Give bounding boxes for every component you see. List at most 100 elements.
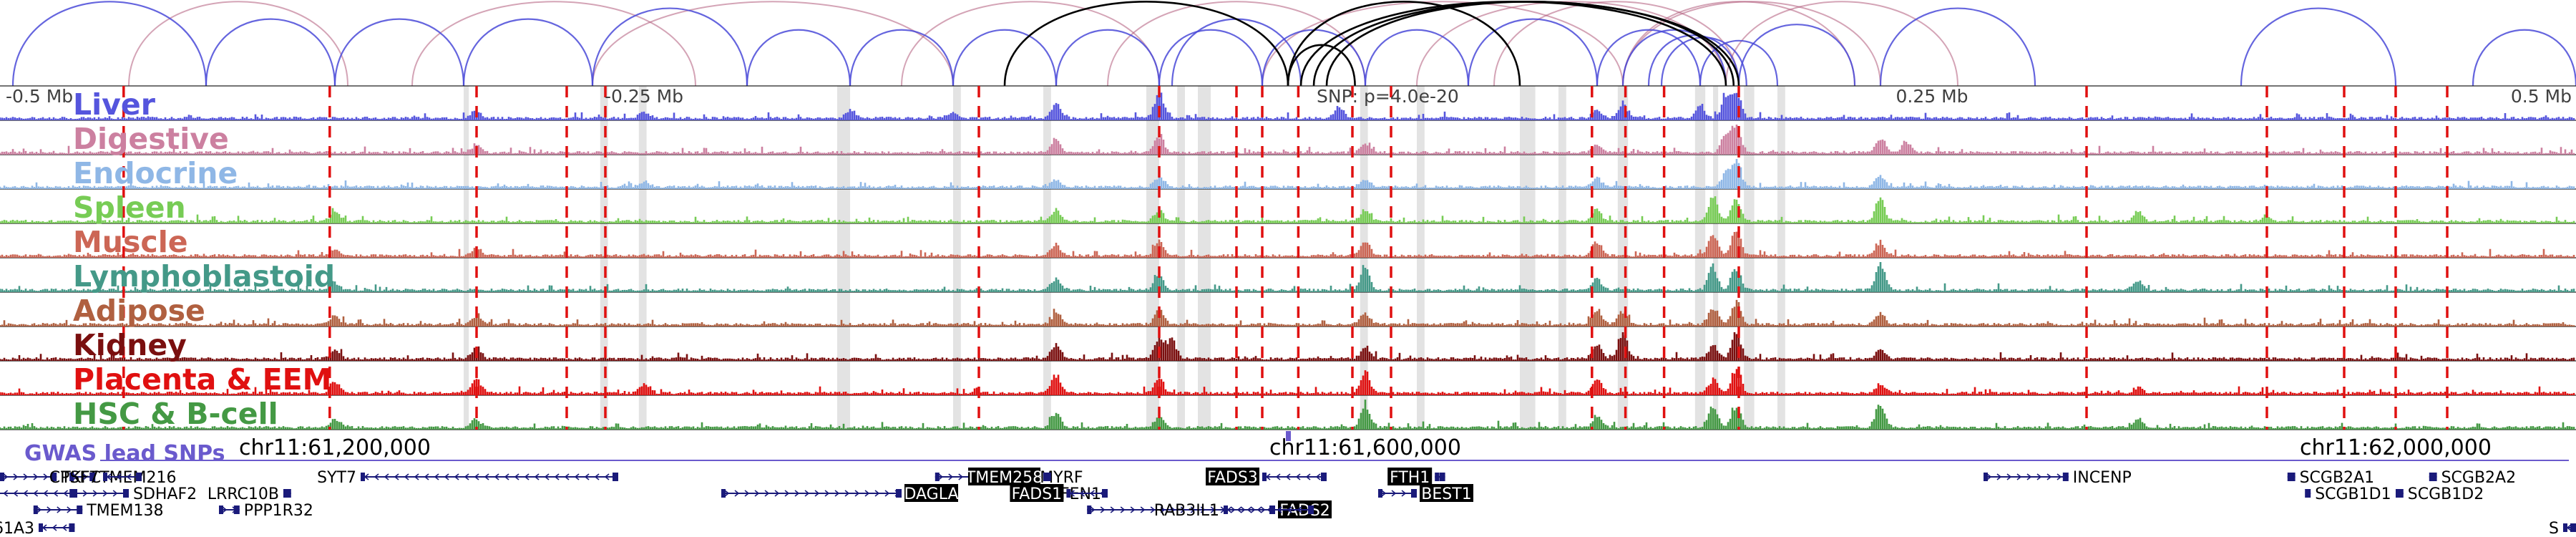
- gene-scgb2a1: SCGB2A1: [2287, 469, 2374, 487]
- loop-pink-6: [1416, 1, 1727, 87]
- gene-strand-mark: [554, 473, 560, 480]
- dashed-marker-lines: [122, 86, 2449, 430]
- track-signal-8: [0, 368, 2575, 395]
- track-signal-path-0: [0, 92, 2575, 120]
- gene-strand-mark: [884, 490, 890, 497]
- gene-strand-mark: [958, 473, 964, 480]
- gene-strand-mark: [564, 473, 570, 480]
- gene-label: RAB3IL1: [1154, 502, 1219, 520]
- gene-strand-mark: [3, 473, 9, 480]
- loop-blue-16: [1737, 24, 1856, 87]
- gene-strand-mark: [1100, 506, 1106, 513]
- track-signal-3: [0, 196, 2575, 223]
- gene-strand-mark: [948, 473, 954, 480]
- gene-strand-mark: [384, 473, 389, 480]
- gene-exon: [1435, 473, 1440, 481]
- gene-strand-mark: [1150, 506, 1156, 513]
- snp-pvalue-label: SNP: p=4.0e-20: [1317, 86, 1459, 107]
- gene-strand-mark: [1090, 490, 1095, 497]
- gene-strand-mark: [2046, 473, 2052, 480]
- gene-ddb1: DDB1: [0, 489, 77, 498]
- gene-exon: [1087, 505, 1092, 514]
- loop-blue-9: [1158, 29, 1264, 87]
- gene-incenp: INCENP: [1984, 469, 2132, 487]
- gene-strand-mark: [774, 490, 780, 497]
- gene-label-bg: [1387, 468, 1433, 485]
- gene-strand-mark: [804, 490, 810, 497]
- gene-lrrc10b: LRRC10B: [208, 485, 291, 503]
- loop-black-0: [1003, 1, 1289, 87]
- gene-strand-mark: [484, 473, 489, 480]
- gene-exon: [1411, 489, 1417, 498]
- gene-strand-mark: [434, 473, 439, 480]
- gene-strand-mark: [2057, 473, 2062, 480]
- gene-strand-mark: [814, 490, 820, 497]
- gene-strand-mark: [1257, 506, 1262, 513]
- relative-tick-label-3: 0.5 Mb: [2511, 86, 2572, 107]
- gene-strand-mark: [23, 473, 29, 480]
- gene-label: DAGLA: [904, 485, 958, 503]
- loop-blue-3: [462, 18, 594, 87]
- track-label-5: Lymphoblastoid: [73, 259, 335, 294]
- track-label-9: HSC & B-cell: [73, 397, 278, 431]
- gene-scgb1d2: SCGB1D2: [2396, 485, 2484, 503]
- gene-label: LRRC10B: [208, 485, 279, 503]
- gwas-track-label: GWAS lead SNPs: [24, 441, 225, 466]
- gene-strand-mark: [524, 473, 530, 480]
- gene-exon: [1378, 489, 1382, 498]
- gene-exon: [69, 523, 75, 532]
- gene-strand-mark: [424, 473, 429, 480]
- gene-strand-mark: [1297, 506, 1302, 513]
- track-signal-5: [0, 262, 2575, 292]
- gwas-snp-mark-0: [1286, 431, 1291, 441]
- loop-blue-18: [2240, 7, 2397, 87]
- gene-exon: [1102, 489, 1108, 498]
- gene-label: FADS3: [1207, 469, 1258, 487]
- gene-strand-mark: [1305, 473, 1311, 480]
- gene-strand-mark: [734, 490, 740, 497]
- loop-pink-5: [1262, 1, 1624, 87]
- gene-strand-mark: [1275, 473, 1281, 480]
- track-signal-path-6: [0, 299, 2575, 326]
- gene-exon: [2062, 473, 2069, 481]
- gene-strand-mark: [33, 473, 39, 480]
- gene-syt7: SYT7: [317, 469, 618, 487]
- gene-label: CYB561A3: [0, 520, 34, 537]
- gene-exon: [1043, 473, 1048, 481]
- gene-strand-mark: [82, 490, 88, 497]
- gene-strand-mark: [43, 473, 49, 480]
- track-signal-0: [0, 92, 2575, 120]
- gene-exon: [1066, 489, 1071, 498]
- gene-label: SYT7: [317, 469, 356, 487]
- gene-exon: [721, 489, 726, 498]
- gene-strand-mark: [1160, 506, 1166, 513]
- gene-exon: [69, 489, 74, 498]
- track-signal-path-1: [0, 125, 2575, 155]
- gene-strand-mark: [43, 490, 49, 497]
- gene-strand-mark: [514, 473, 519, 480]
- gene-exon: [1045, 473, 1051, 481]
- gene-s: S: [2549, 520, 2576, 537]
- gene-strand-mark: [1210, 506, 1216, 513]
- gene-strand-mark: [1267, 506, 1272, 513]
- gene-strand-mark: [824, 490, 830, 497]
- gene-label: FTH1: [1390, 469, 1430, 487]
- relative-axis: SNP: p=4.0e-20 -0.5 Mb -0.25 Mb 0.25 Mb 0.5…: [6, 86, 2572, 107]
- gene-exon: [2306, 489, 2310, 498]
- gene-label-bg: [968, 468, 1040, 485]
- coord-tick-label-0: chr11:61,200,000: [239, 435, 431, 460]
- gene-strand-mark: [584, 473, 590, 480]
- gene-exon: [1439, 473, 1445, 481]
- loop-blue-17: [1879, 7, 2036, 87]
- loop-blue-14: [1621, 29, 1727, 87]
- track-signal-path-9: [0, 400, 2575, 430]
- gene-exon: [219, 505, 223, 514]
- gene-strand-mark: [1170, 506, 1176, 513]
- gene-strand-mark: [47, 506, 52, 513]
- gene-exon: [613, 473, 618, 481]
- loop-blue-19: [2472, 29, 2576, 87]
- gene-label-bg: [904, 484, 958, 502]
- loop-pink-2: [592, 1, 954, 87]
- gene-strand-mark: [594, 473, 600, 480]
- loop-blue-15: [1699, 39, 1779, 87]
